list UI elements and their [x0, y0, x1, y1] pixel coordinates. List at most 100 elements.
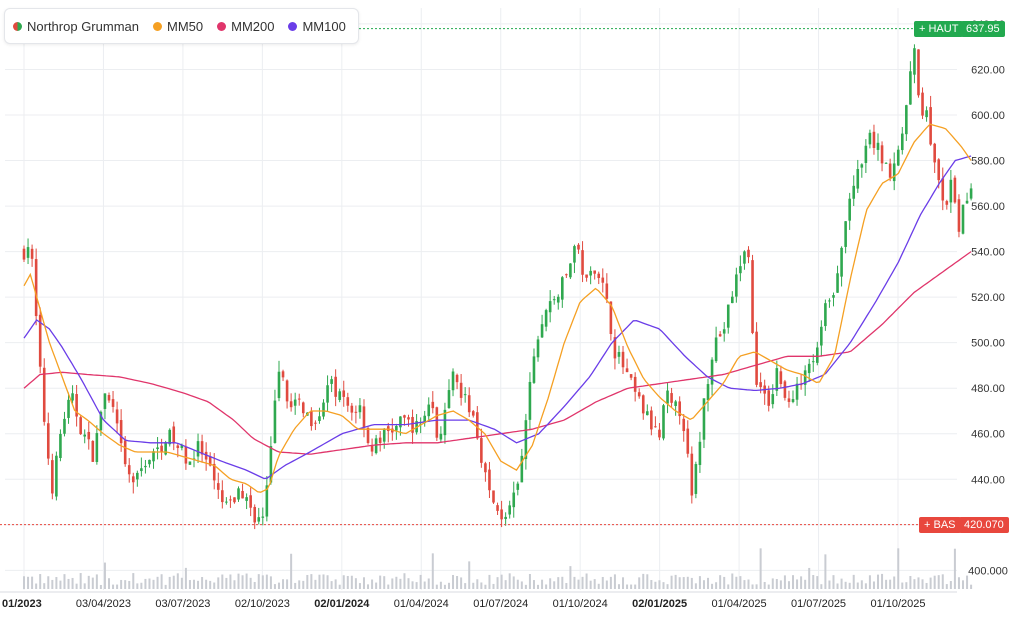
- legend-mm50[interactable]: MM50: [153, 19, 203, 34]
- candle-body: [856, 169, 859, 189]
- x-tick-label: 01/10/2025: [870, 598, 925, 610]
- candle-body: [606, 283, 609, 298]
- volume-bar: [290, 554, 292, 589]
- candle-body: [917, 49, 920, 95]
- legend-mm200[interactable]: MM200: [217, 19, 274, 34]
- candle-body: [407, 417, 410, 419]
- volume-bar: [310, 574, 312, 589]
- candle-body: [751, 260, 754, 333]
- candle-body: [597, 274, 600, 278]
- candle-body: [197, 441, 200, 456]
- candle-body: [767, 390, 770, 405]
- volume-bar: [347, 576, 349, 589]
- volume-bar: [488, 575, 490, 589]
- volume-bar: [768, 585, 770, 589]
- volume-bar: [618, 584, 620, 589]
- volume-bar: [565, 583, 567, 589]
- volume-bar: [780, 580, 782, 589]
- volume-bar: [553, 581, 555, 589]
- candle-body: [569, 263, 572, 277]
- volume-bar: [695, 583, 697, 589]
- volume-bar: [808, 568, 810, 589]
- volume-bar: [282, 579, 284, 589]
- candle-body: [622, 352, 625, 367]
- volume-bar: [161, 574, 163, 589]
- volume-bar: [169, 577, 171, 589]
- volume-bar: [723, 577, 725, 589]
- candle-body: [654, 426, 657, 427]
- candle-body: [735, 274, 738, 296]
- candle-body: [739, 266, 742, 273]
- legend-mm100[interactable]: MM100: [288, 19, 345, 34]
- volume-bar: [756, 584, 758, 589]
- candle-body: [229, 499, 232, 500]
- candle-body: [338, 391, 341, 400]
- volume-bar: [691, 578, 693, 589]
- volume-bar: [233, 580, 235, 589]
- candle-body: [707, 384, 710, 400]
- candle-body: [282, 371, 285, 377]
- candle-body: [440, 434, 443, 440]
- candle-body: [472, 411, 475, 415]
- volume-bar: [586, 573, 588, 589]
- volume-bar: [853, 575, 855, 589]
- volume-bar: [857, 583, 859, 589]
- volume-bar: [873, 581, 875, 589]
- series-dot-icon: [217, 22, 226, 31]
- volume-bar: [820, 584, 822, 589]
- legend-northrop-grumman[interactable]: Northrop Grumman: [13, 19, 139, 34]
- candle-body: [257, 517, 260, 521]
- candle-body: [456, 375, 459, 382]
- volume-bar: [671, 576, 673, 589]
- volume-bar: [476, 579, 478, 589]
- volume-bar: [424, 582, 426, 589]
- candle-body: [828, 300, 831, 301]
- legend-label: MM100: [302, 19, 345, 34]
- volume-bar: [747, 580, 749, 589]
- candle-body: [261, 517, 264, 518]
- volume-bar: [112, 585, 114, 589]
- candle-body: [468, 395, 471, 412]
- volume-bar: [832, 575, 834, 589]
- candle-body: [593, 270, 596, 273]
- candle-body: [274, 401, 277, 443]
- candle-body: [638, 392, 641, 396]
- candle-body: [496, 505, 499, 511]
- candle-body: [140, 468, 143, 471]
- candle-body: [128, 465, 131, 474]
- candle-body: [561, 277, 564, 299]
- volume-bar: [792, 575, 794, 589]
- candle-body: [723, 329, 726, 333]
- volume-bar: [250, 578, 252, 589]
- candle-body: [861, 164, 864, 167]
- volume-bar: [934, 576, 936, 589]
- volume-bar: [72, 578, 74, 589]
- y-tick-label: 540.00: [971, 247, 1005, 259]
- candle-body: [144, 466, 147, 467]
- y-tick-label: 400.000: [968, 565, 1008, 577]
- legend-label: Northrop Grumman: [27, 19, 139, 34]
- candle-body: [189, 461, 192, 464]
- volume-bar: [703, 580, 705, 589]
- volume-bar: [440, 582, 442, 589]
- candle-body: [367, 428, 370, 443]
- candle-body: [921, 93, 924, 116]
- volume-bar: [229, 574, 231, 589]
- volume-bar: [711, 584, 713, 589]
- volume-bar: [270, 576, 272, 589]
- volume-bar: [136, 583, 138, 589]
- high-marker-tag: + HAUT: [914, 21, 963, 37]
- candle-body: [565, 274, 568, 275]
- volume-bar: [412, 581, 414, 589]
- candle-body: [893, 163, 896, 181]
- candle-body: [448, 390, 451, 408]
- candle-body: [788, 398, 791, 402]
- candle-body: [682, 419, 685, 431]
- volume-bar: [306, 575, 308, 589]
- volume-bar: [132, 573, 134, 589]
- volume-bar: [51, 580, 53, 589]
- candle-body: [79, 417, 82, 434]
- candle-body: [375, 438, 378, 453]
- volume-bar: [47, 576, 49, 589]
- volume-bar: [420, 575, 422, 589]
